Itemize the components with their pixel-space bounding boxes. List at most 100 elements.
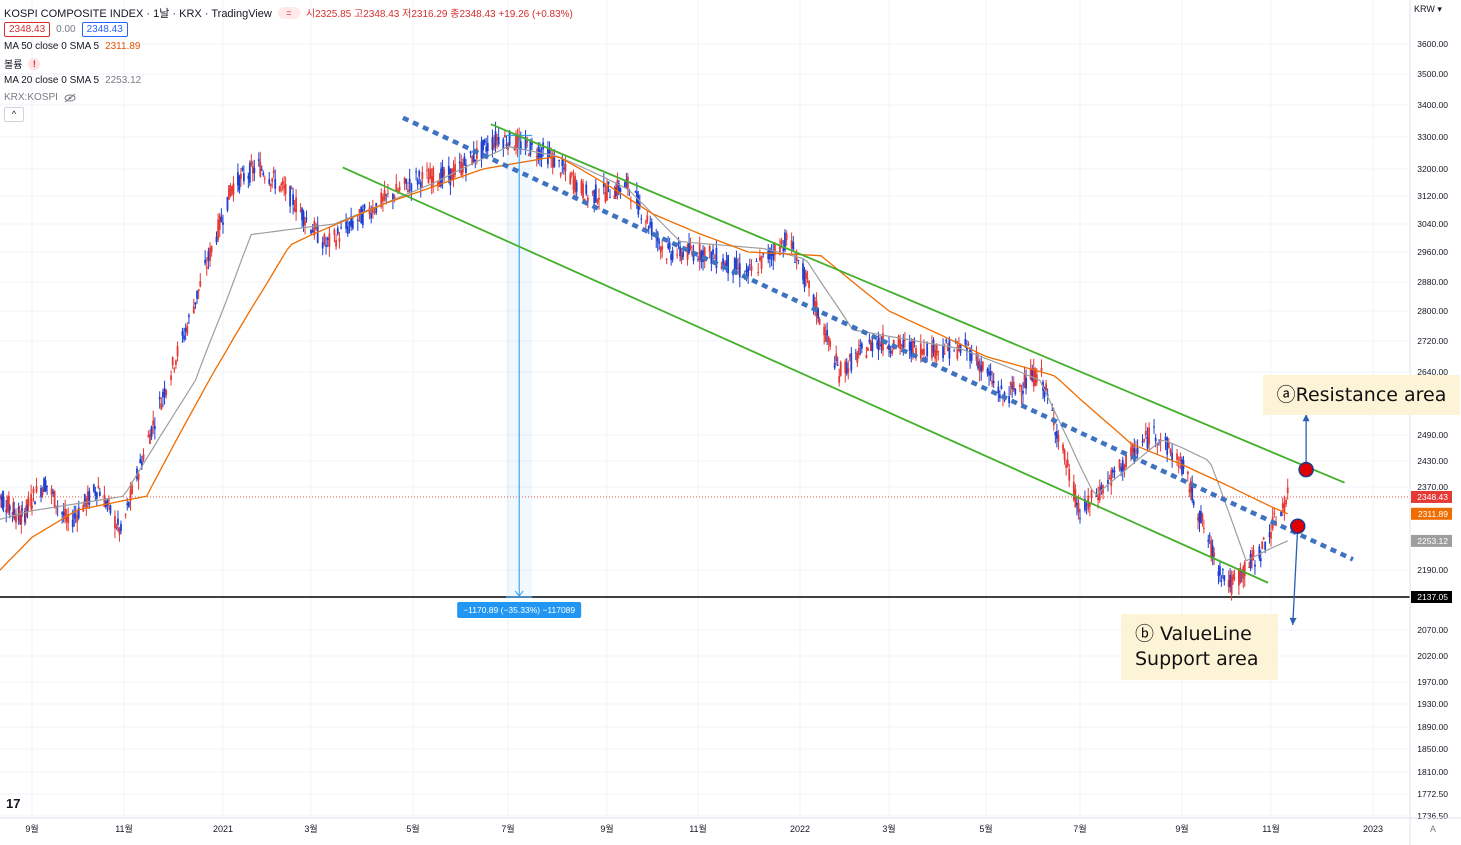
candle	[770, 244, 773, 267]
candle	[373, 208, 376, 215]
candle	[127, 501, 130, 509]
x-tick-label: 5월	[979, 823, 992, 834]
candle	[1072, 474, 1075, 502]
candle	[280, 182, 283, 193]
candle	[1258, 543, 1261, 561]
candle	[1261, 540, 1264, 550]
candle	[268, 171, 271, 186]
candle	[969, 347, 971, 369]
candle	[497, 127, 500, 147]
price-label-badge: 2137.05	[1411, 591, 1452, 603]
candle	[1159, 432, 1162, 452]
candle	[582, 179, 584, 203]
sell-price-pill[interactable]: 2348.43	[4, 22, 51, 37]
candle	[835, 345, 838, 366]
candle	[1181, 456, 1183, 477]
candle	[1062, 442, 1064, 454]
y-tick-label: 2020.00	[1417, 651, 1448, 661]
candle	[871, 336, 874, 358]
candle	[175, 359, 177, 369]
candle	[186, 321, 189, 337]
candle	[580, 178, 583, 196]
candle	[553, 149, 556, 168]
candle	[346, 217, 349, 237]
candle	[802, 259, 804, 285]
candle	[755, 258, 758, 263]
warning-icon[interactable]: !	[28, 57, 41, 70]
price-label-text: 2253.12	[1417, 536, 1448, 546]
eye-hidden-icon[interactable]	[64, 93, 76, 103]
compare-symbol-label[interactable]: KRX:KOSPI	[4, 92, 58, 103]
candle	[1192, 499, 1195, 508]
spread-value: 0.00	[56, 24, 76, 35]
candle	[1141, 434, 1144, 447]
candle	[305, 210, 308, 223]
x-tick-label: 9월	[1175, 823, 1188, 834]
candle	[363, 203, 366, 213]
candle	[824, 324, 827, 343]
candle	[937, 350, 940, 361]
candle	[398, 181, 401, 193]
candle	[758, 249, 761, 262]
candle	[931, 335, 933, 361]
candle	[283, 175, 286, 197]
candle	[1090, 489, 1093, 504]
candle	[311, 224, 314, 233]
candle	[316, 216, 319, 244]
candle	[1079, 508, 1081, 524]
candle	[430, 168, 433, 195]
buy-price-pill[interactable]: 2348.43	[81, 22, 128, 37]
candle	[486, 135, 489, 158]
candle	[814, 296, 816, 317]
support-text-line1: ⓑ ValueLine	[1135, 623, 1252, 645]
candle	[447, 156, 450, 184]
candle	[569, 171, 572, 185]
candle	[559, 171, 562, 179]
collapse-legend-icon[interactable]: ^	[4, 107, 24, 122]
candle	[689, 237, 692, 251]
candle	[1201, 512, 1204, 527]
candle	[209, 242, 211, 268]
candle	[418, 169, 421, 185]
currency-selector[interactable]: KRW ▾	[1414, 4, 1442, 14]
ohlc-values: 시2325.85 고2348.43 저2316.29 종2348.43 +19.…	[305, 9, 573, 20]
candle	[848, 353, 851, 362]
moving-averages	[0, 145, 1288, 571]
candle	[833, 356, 836, 371]
candle	[908, 334, 911, 359]
candle	[1188, 483, 1191, 498]
volume-label[interactable]: 볼륨	[4, 60, 23, 71]
candle	[139, 453, 142, 464]
candle	[934, 344, 937, 364]
grid	[0, 0, 1410, 818]
candle	[686, 243, 689, 266]
candle	[1238, 568, 1240, 595]
candle	[697, 255, 699, 262]
candle	[806, 270, 809, 284]
candle	[23, 507, 26, 526]
resistance-arrow-head	[1302, 414, 1310, 422]
auto-scale-button[interactable]: A	[1430, 824, 1437, 834]
candle	[904, 331, 906, 348]
pause-icon[interactable]: =	[277, 6, 300, 19]
candle	[328, 227, 331, 257]
candle	[1000, 379, 1003, 390]
candle	[0, 493, 1, 499]
tradingview-logo-icon[interactable]: 17	[6, 796, 21, 811]
candle	[460, 154, 463, 178]
ma50-label[interactable]: MA 50 close 0 SMA 5	[4, 41, 100, 52]
candle	[86, 485, 89, 509]
symbol-title[interactable]: KOSPI COMPOSITE INDEX · 1날 · KRX · Tradi…	[4, 7, 272, 20]
candle	[670, 250, 673, 266]
x-tick-label: 2022	[790, 824, 810, 834]
candle	[659, 245, 662, 260]
candle	[183, 327, 185, 343]
candle	[956, 340, 959, 361]
candle	[1177, 456, 1180, 474]
ma20-label[interactable]: MA 20 close 0 SMA 5	[4, 75, 100, 86]
candle	[171, 356, 174, 369]
y-tick-label: 1772.50	[1417, 789, 1448, 799]
candle	[879, 334, 881, 351]
candle	[83, 493, 86, 508]
